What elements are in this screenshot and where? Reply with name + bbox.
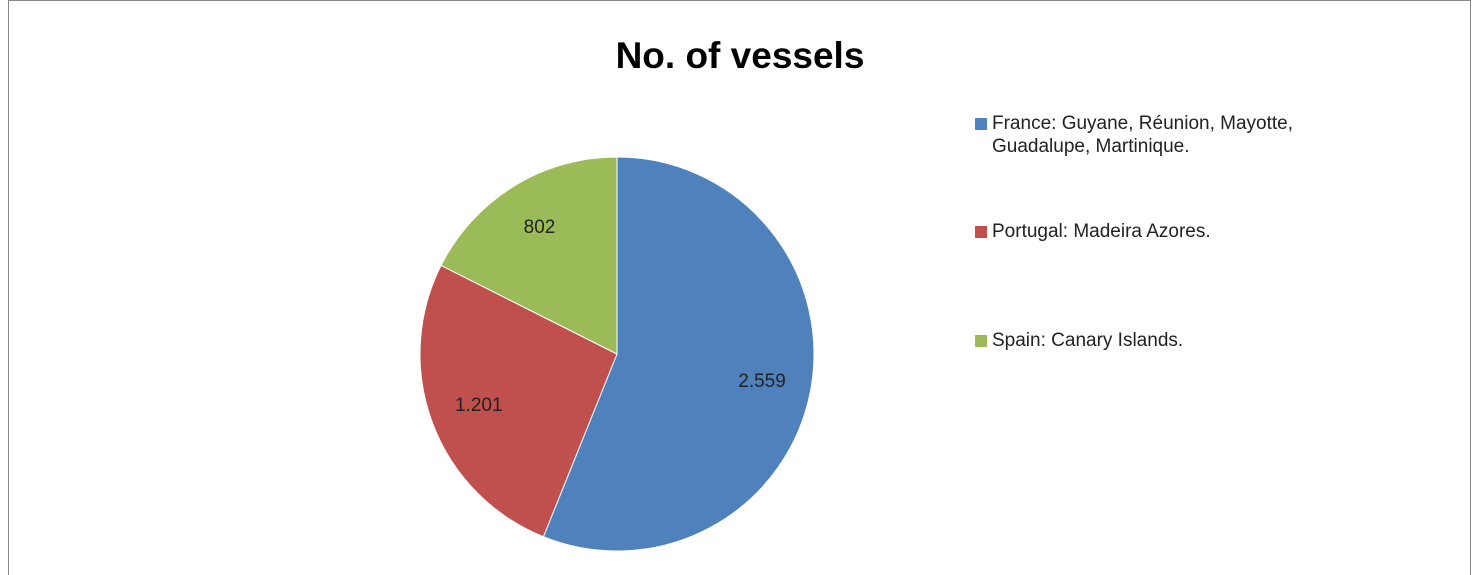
legend-label: Portugal: Madeira Azores. [992,221,1211,242]
legend-swatch [975,226,987,238]
legend-item: France: Guyane, Réunion, Mayotte, Guadal… [975,112,1315,158]
chart-title: No. of vessels [616,35,865,76]
legend-label: France: Guyane, Réunion, Mayotte, Guadal… [992,113,1293,157]
legend-swatch [975,335,987,347]
pie-slice [440,156,618,355]
pie-slice [542,156,815,552]
legend-swatch [975,118,987,130]
data-label: 1.201 [455,395,503,416]
legend-label: Spain: Canary Islands. [992,330,1184,351]
legend-item: Spain: Canary Islands. [975,329,1315,352]
legend-item: Portugal: Madeira Azores. [975,220,1315,243]
data-label: 802 [524,217,556,238]
pie: 2.559 1.201 802 [419,156,815,552]
data-label: 2.559 [738,371,786,392]
pie-slice [419,264,618,538]
